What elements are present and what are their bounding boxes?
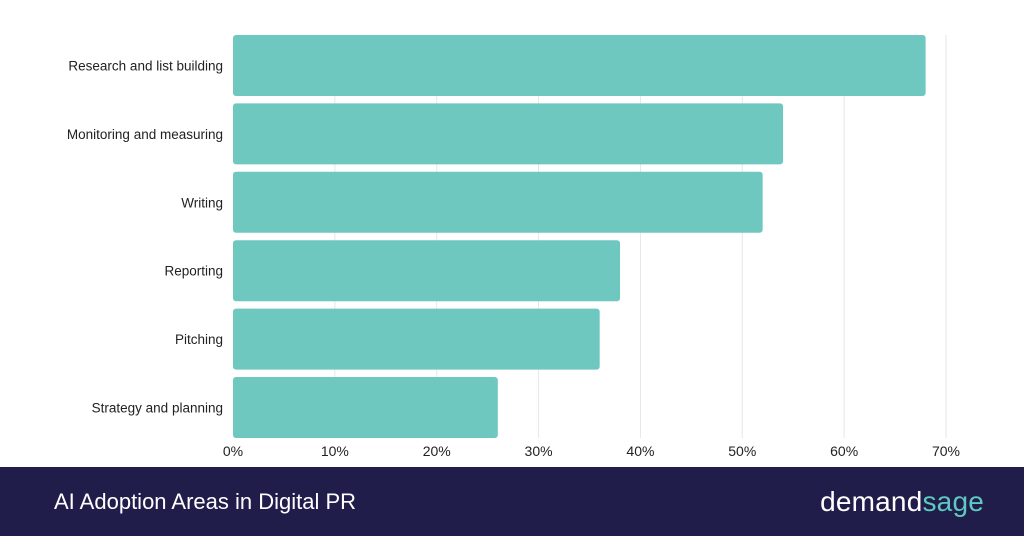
bar	[233, 377, 498, 438]
chart-area: Research and list building Monitoring and…	[67, 35, 960, 459]
bar	[233, 103, 784, 165]
category-label: Strategy and planning	[92, 401, 223, 416]
x-tick-label: 60%	[830, 443, 858, 459]
category-label: Monitoring and measuring	[67, 127, 223, 142]
bar	[233, 308, 600, 370]
x-tick-label: 70%	[932, 443, 960, 459]
x-tick-label: 30%	[525, 443, 553, 459]
category-label: Pitching	[175, 332, 223, 347]
brand-logo: demandsage	[820, 467, 984, 536]
footer-banner: AI Adoption Areas in Digital PR demandsa…	[0, 467, 1024, 536]
chart-title: AI Adoption Areas in Digital PR	[54, 489, 357, 514]
bar	[233, 171, 763, 233]
x-tick-label: 0%	[223, 443, 243, 459]
bar	[233, 35, 926, 96]
bar-chart: Research and list building Monitoring and…	[67, 35, 960, 459]
category-label: Reporting	[164, 264, 223, 279]
x-tick-label: 20%	[423, 443, 451, 459]
x-tick-label: 50%	[728, 443, 756, 459]
category-label: Writing	[181, 195, 223, 210]
category-label: Research and list building	[68, 59, 223, 74]
brand-logo-part1: demand	[820, 486, 923, 517]
x-tick-label: 10%	[321, 443, 349, 459]
brand-logo-part2: sage	[922, 486, 984, 517]
bar	[233, 240, 621, 302]
x-tick-label: 40%	[626, 443, 654, 459]
